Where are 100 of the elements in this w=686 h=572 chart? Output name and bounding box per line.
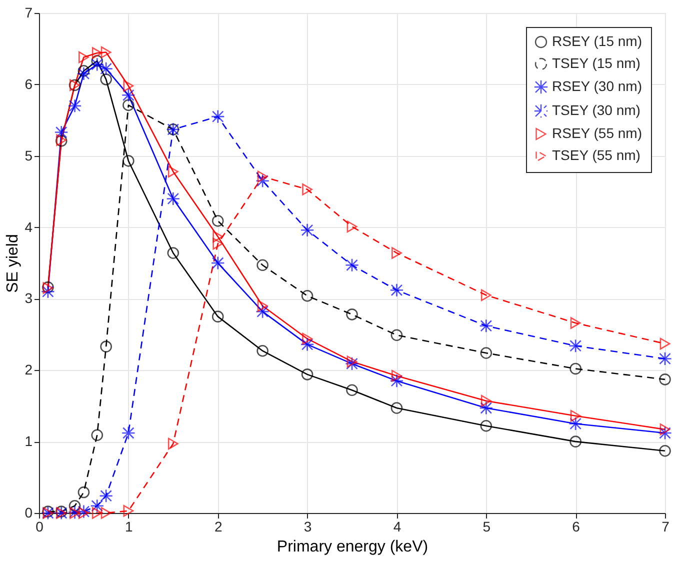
y-tick-label: 7 [24,4,33,20]
point [257,170,268,182]
legend-label: RSEY (55 nm) [552,125,642,141]
point [257,300,268,312]
point [78,64,90,77]
point [568,338,583,353]
point [68,98,82,113]
point [99,488,114,503]
point [121,426,136,440]
legend-label: RSEY (15 nm) [552,33,642,49]
point [54,125,68,140]
point [392,370,402,382]
point [212,238,224,250]
point [100,46,112,58]
point [480,420,492,432]
x-tick-label: 0 [36,518,44,534]
point [390,402,403,414]
point [479,318,494,333]
point [122,154,134,167]
point [212,230,224,242]
point [168,438,178,450]
x-tick-label: 5 [482,518,491,534]
point [346,308,358,320]
y-tick-label: 1 [24,433,33,450]
x-axis-title: Primary energy (keV) [276,538,428,556]
point [570,317,581,329]
point [570,410,581,422]
point [41,284,55,299]
point [346,384,358,396]
point [123,504,134,517]
point [392,247,402,259]
point [660,338,670,350]
point [346,356,358,368]
point [659,444,671,457]
point [76,66,91,81]
legend-label: TSEY (55 nm) [552,147,640,163]
point [78,507,89,519]
point [256,259,268,272]
point [658,426,672,440]
point [480,289,492,302]
point [301,290,314,302]
point [658,352,672,366]
point [168,166,178,178]
point [345,356,359,371]
point [300,223,314,238]
x-tick-label: 6 [572,518,580,534]
point [100,74,112,86]
legend-label: TSEY (30 nm) [552,102,640,118]
point [212,214,224,227]
point [100,507,112,519]
y-tick-label: 4 [24,218,33,235]
point [390,283,404,298]
point [121,88,136,102]
y-axis-title: SE yield [4,234,22,293]
point [480,394,492,407]
point [122,99,134,112]
point [256,304,270,319]
x-tick-label: 3 [304,518,312,534]
point [210,110,225,124]
point [390,374,404,388]
point [256,344,268,357]
point [166,192,180,206]
point [480,347,492,359]
x-tick-label: 7 [662,518,670,534]
point [92,507,102,519]
point [345,258,359,272]
point [212,310,224,322]
point [92,47,102,59]
point [78,486,90,498]
point [78,51,89,64]
point [68,500,81,512]
legend-label: TSEY (15 nm) [552,55,640,71]
point [167,247,180,259]
point [570,436,582,448]
y-tick-label: 5 [24,147,33,164]
x-tick-label: 4 [393,518,402,534]
point [301,368,314,380]
point [479,401,494,415]
point [660,424,670,436]
y-tick-label: 3 [24,290,33,306]
point [100,340,112,352]
point [210,256,225,270]
point [346,220,358,232]
legend-label: RSEY (30 nm) [552,78,642,94]
point [302,184,312,196]
x-tick-label: 1 [125,518,134,534]
y-tick-label: 6 [24,76,33,92]
point [659,374,671,386]
point [90,498,104,513]
point [390,329,403,342]
y-tick-label: 2 [24,362,33,378]
point [300,337,314,352]
x-tick-label: 2 [214,518,222,534]
point [91,429,104,442]
y-tick-label: 0 [24,504,33,520]
point [302,332,312,345]
point [568,416,583,431]
point [123,80,134,92]
point [91,54,104,67]
point [570,362,582,375]
